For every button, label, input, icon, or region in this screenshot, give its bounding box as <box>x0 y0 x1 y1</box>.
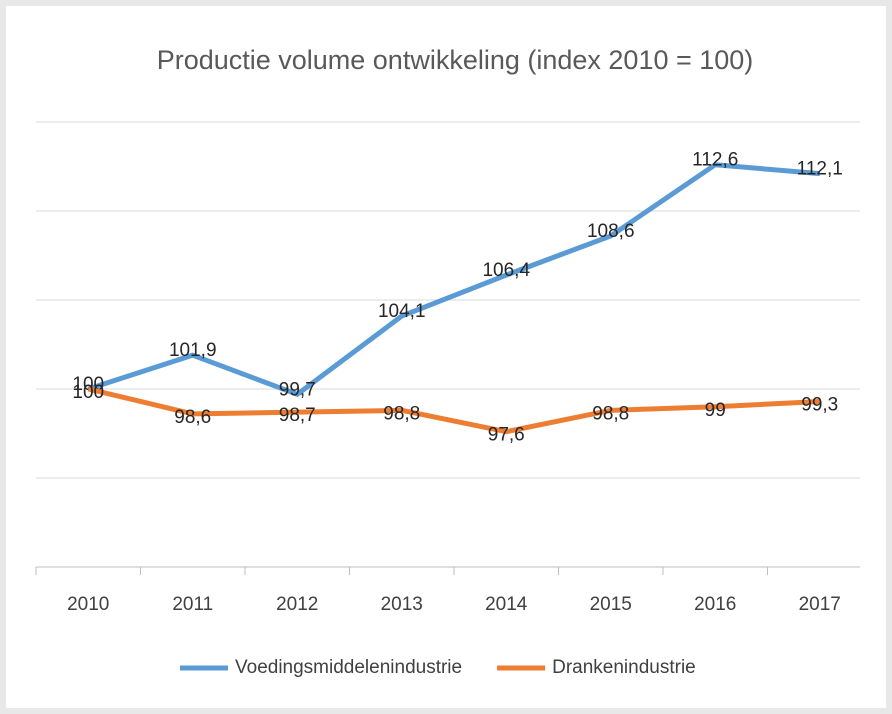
x-tick-label: 2016 <box>694 594 736 615</box>
data-label: 108,6 <box>587 221 635 242</box>
data-label: 112,1 <box>797 159 843 180</box>
x-tick-label: 2013 <box>381 594 423 615</box>
data-label: 112,6 <box>692 150 738 171</box>
x-tick-label: 2015 <box>590 594 632 615</box>
data-label: 98,7 <box>279 405 316 426</box>
chart-area <box>6 6 886 708</box>
data-label: 98,6 <box>174 407 211 428</box>
x-tick-label: 2014 <box>485 594 528 615</box>
data-label: 104,1 <box>378 301 426 322</box>
x-tick-label: 2012 <box>276 594 318 615</box>
data-label: 99,7 <box>279 379 316 400</box>
series-line <box>87 386 820 435</box>
legend-label: Voedingsmiddelenindustrie <box>235 657 462 678</box>
legend-label: Drankenindustrie <box>552 657 696 678</box>
series-line <box>87 162 820 397</box>
data-label: 100 <box>72 382 104 403</box>
chart-title: Productie volume ontwikkeling (index 201… <box>157 45 754 75</box>
data-label: 98,8 <box>592 403 629 424</box>
x-tick-label: 2017 <box>799 594 841 615</box>
data-label: 101,9 <box>169 340 217 361</box>
data-label: 97,6 <box>488 425 525 446</box>
data-label: 99 <box>705 400 726 421</box>
x-tick-label: 2011 <box>172 594 213 615</box>
x-tick-label: 2010 <box>67 594 109 615</box>
data-label: 106,4 <box>482 260 530 281</box>
data-label: 99,3 <box>801 394 838 415</box>
data-label: 98,8 <box>383 403 420 424</box>
